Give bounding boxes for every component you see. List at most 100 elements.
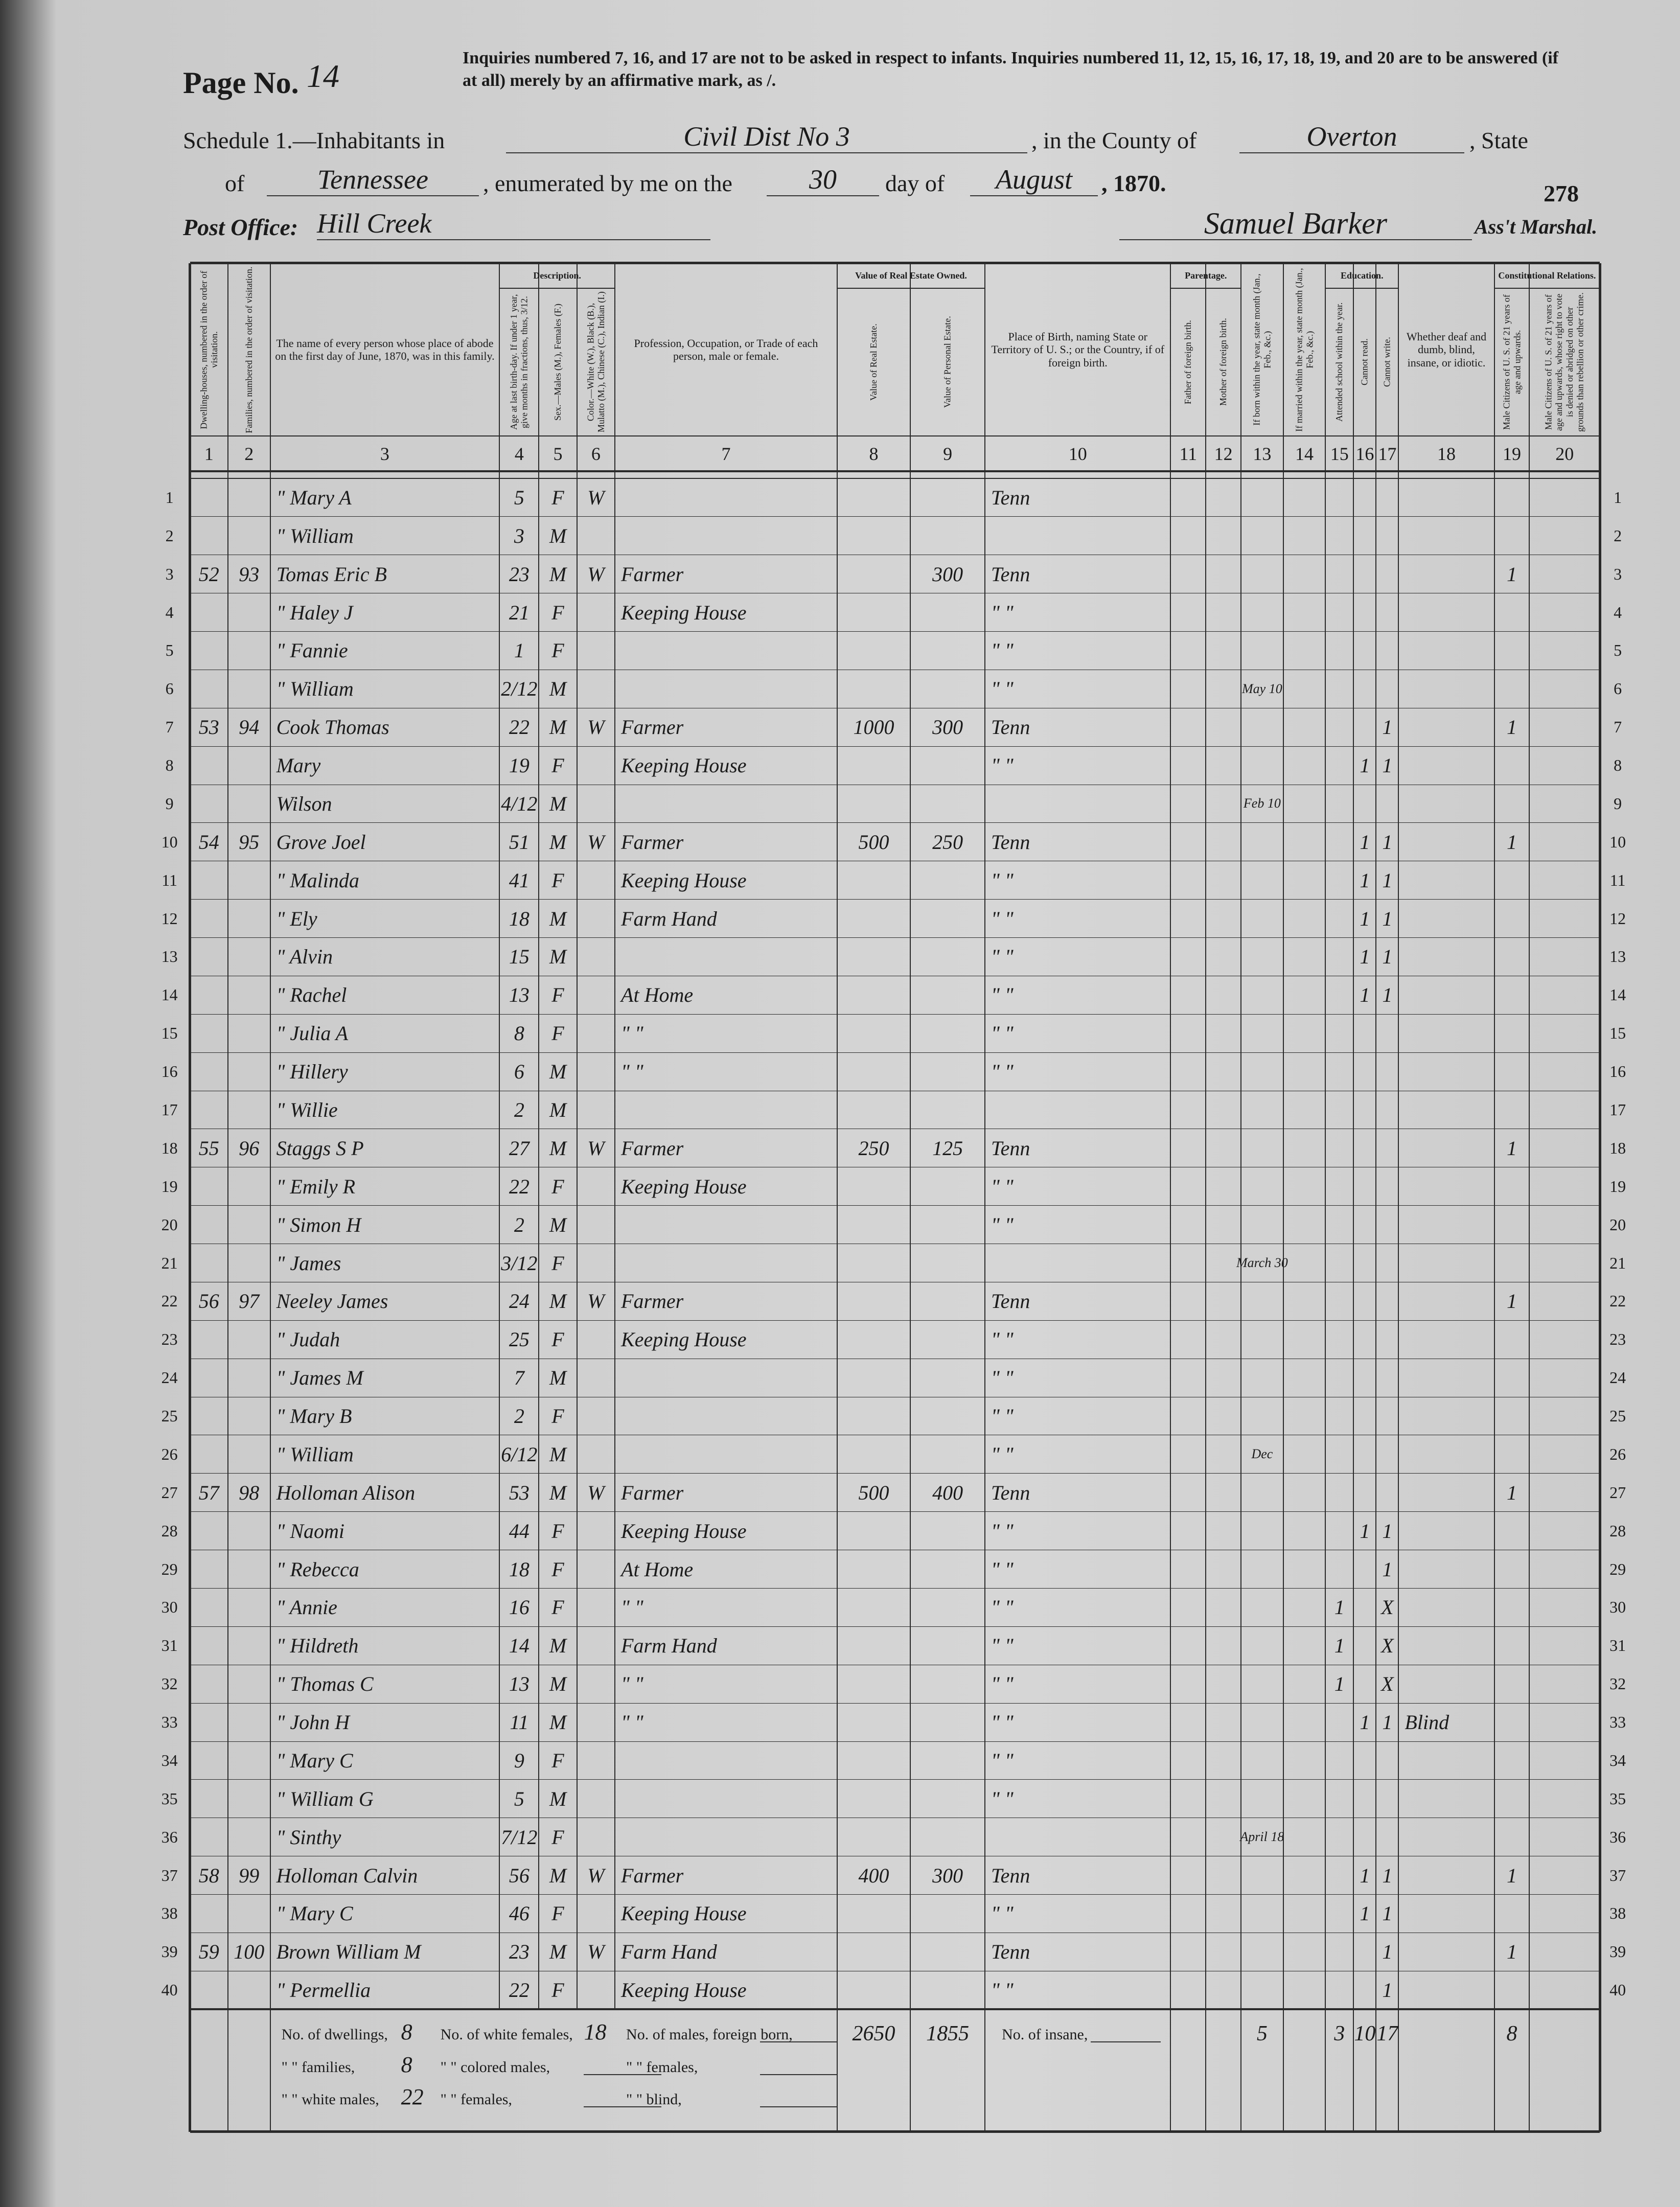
- footer-total: 3: [1334, 2021, 1345, 2045]
- cell-color: W: [587, 1290, 605, 1313]
- footer-label: " " blind,: [626, 2090, 682, 2108]
- line-number: 5: [165, 641, 174, 660]
- column-number: 7: [721, 443, 731, 464]
- cell-sex: M: [549, 1136, 567, 1160]
- cell-sex: M: [549, 1060, 567, 1084]
- line-number: 38: [161, 1904, 178, 1923]
- group-heading: Education.: [1341, 270, 1384, 281]
- footer-label: No. of males, foreign born,: [626, 2026, 793, 2043]
- cell-name: Tomas Eric B: [276, 562, 387, 586]
- cell-personal-estate: 300: [932, 716, 963, 739]
- line-number: 6: [1614, 679, 1622, 698]
- cell-school: 1: [1334, 1634, 1345, 1658]
- column-rule: [1529, 263, 1530, 2132]
- line-number: 7: [1614, 718, 1622, 737]
- cell-age: 8: [514, 1022, 524, 1045]
- instructions-note: Inquiries numbered 7, 16, and 17 are not…: [463, 49, 1559, 90]
- cell-age: 23: [509, 1940, 530, 1964]
- cell-dwelling: 54: [198, 830, 219, 854]
- cell-family: 93: [239, 562, 260, 586]
- cell-name: " William: [276, 677, 354, 701]
- cell-birthplace: " ": [991, 1634, 1014, 1658]
- cell-sex: M: [549, 1366, 567, 1390]
- group-rule: [1325, 288, 1399, 289]
- cell-age: 41: [509, 868, 530, 892]
- footer-value: 22: [401, 2084, 424, 2109]
- cell-birthplace: " ": [991, 868, 1014, 892]
- cell-personal-estate: 300: [932, 562, 963, 586]
- cell-real-estate: 250: [858, 1136, 889, 1160]
- cell-occupation: Keeping House: [621, 1328, 747, 1351]
- cell-name: " Willie: [276, 1098, 338, 1121]
- cell-name: " Fannie: [276, 639, 348, 662]
- cell-dwelling: 57: [198, 1481, 219, 1504]
- cell-age: 46: [509, 1902, 530, 1925]
- group-rule: [499, 288, 615, 289]
- header-rule: [190, 435, 1600, 437]
- cell-citizen: 1: [1507, 1136, 1517, 1160]
- cell-name: " Haley J: [276, 601, 353, 624]
- cell-citizen: 1: [1507, 830, 1517, 854]
- cell-age: 21: [509, 601, 530, 624]
- cell-sex: M: [549, 1787, 567, 1810]
- cell-citizen: 1: [1507, 1290, 1517, 1313]
- cell-name: " Annie: [276, 1596, 337, 1619]
- cell-birthplace: Tenn: [991, 1940, 1030, 1964]
- column-rule: [1375, 263, 1377, 2132]
- line-number: 19: [1609, 1177, 1626, 1196]
- cell-dwelling: 59: [198, 1940, 219, 1964]
- post-office: Hill Creek: [317, 208, 710, 240]
- cell-birthplace: Tenn: [991, 830, 1030, 854]
- cell-sex: F: [551, 639, 564, 662]
- footer-label: " " colored males,: [440, 2058, 550, 2076]
- line-number: 12: [161, 909, 178, 928]
- cell-sex: M: [549, 1711, 567, 1734]
- cell-sex: M: [549, 1098, 567, 1121]
- cell-name: Holloman Alison: [276, 1481, 416, 1504]
- line-number: 21: [1609, 1253, 1626, 1272]
- line-number: 24: [161, 1368, 178, 1387]
- line-number: 40: [1609, 1981, 1626, 1999]
- cell-birthplace: " ": [991, 601, 1014, 624]
- cell-birthplace: " ": [991, 983, 1014, 1007]
- line-number: 16: [1609, 1062, 1626, 1081]
- line-number: 23: [161, 1330, 178, 1349]
- cell-age: 23: [509, 562, 530, 586]
- footer-blank: [760, 2091, 837, 2107]
- cell-cannot-read: 1: [1360, 983, 1370, 1007]
- cell-name: Staggs S P: [276, 1136, 364, 1160]
- column-heading: Place of Birth, naming State or Territor…: [991, 330, 1165, 369]
- column-heading: If married within the year, state month …: [1294, 268, 1315, 432]
- cell-born-month: April 18: [1240, 1829, 1284, 1845]
- cell-birthplace: Tenn: [991, 562, 1030, 586]
- cell-age: 18: [509, 907, 530, 930]
- row-rule: [190, 516, 1600, 517]
- cell-birthplace: Tenn: [991, 1136, 1030, 1160]
- cell-cannot-read: 1: [1360, 1902, 1370, 1925]
- cell-age: 44: [509, 1519, 530, 1543]
- cell-occupation: Keeping House: [621, 754, 747, 777]
- column-heading: Dwelling-houses, numbered in the order o…: [198, 270, 219, 429]
- column-number: 3: [380, 443, 389, 464]
- line-number: 1: [1614, 488, 1622, 507]
- line-number: 26: [1609, 1444, 1626, 1463]
- column-number: 13: [1253, 443, 1272, 464]
- cell-birthplace: " ": [991, 1405, 1014, 1428]
- cell-name: " Rebecca: [276, 1557, 359, 1581]
- cell-sex: M: [549, 1213, 567, 1236]
- cell-cannot-write: 1: [1382, 1940, 1393, 1964]
- cell-birthplace: " ": [991, 1060, 1014, 1084]
- cell-age: 2: [514, 1213, 524, 1236]
- line-number: 26: [161, 1444, 178, 1463]
- column-number: 6: [591, 443, 601, 464]
- cell-occupation: Farmer: [621, 1136, 684, 1160]
- row-rule: [190, 1052, 1600, 1053]
- column-heading: Sex.—Males (M.), Females (F.): [553, 304, 563, 421]
- cell-cannot-write: 1: [1382, 1979, 1393, 2002]
- cell-age: 25: [509, 1328, 530, 1351]
- column-number: 5: [553, 443, 563, 464]
- footer-blank: [760, 2059, 837, 2075]
- column-rule: [1398, 263, 1399, 2132]
- cell-age: 13: [509, 983, 530, 1007]
- line-number: 36: [1609, 1827, 1626, 1846]
